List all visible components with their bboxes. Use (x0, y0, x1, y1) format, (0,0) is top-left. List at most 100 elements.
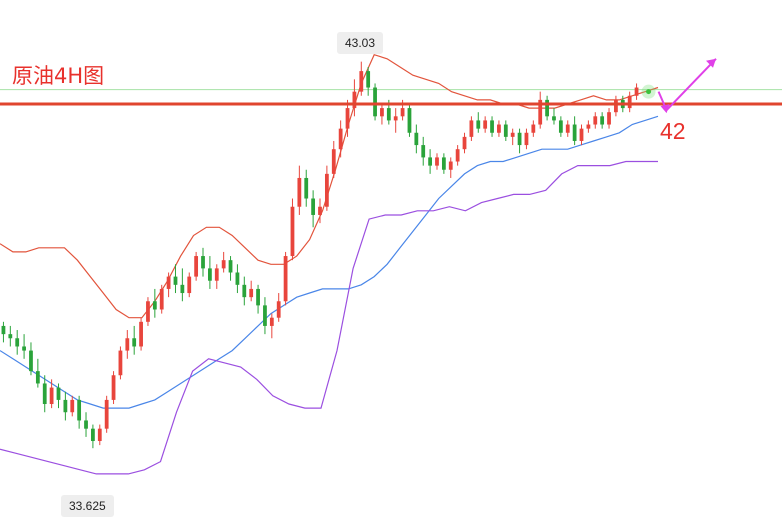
candle-body (338, 128, 343, 150)
candle-body (15, 338, 20, 347)
candle-body (297, 177, 302, 207)
candle-body (214, 268, 219, 281)
candle-body (283, 256, 288, 302)
candle-body (132, 338, 137, 347)
candle-body (35, 371, 40, 384)
candle-body (469, 120, 474, 137)
candle-body (201, 256, 205, 269)
candle-body (600, 116, 605, 125)
candle-body (125, 338, 130, 351)
candle-body (331, 149, 336, 174)
candle-body (572, 124, 577, 141)
candle-body (242, 284, 247, 298)
candle-body (380, 108, 384, 117)
candle-body (607, 112, 611, 125)
candle-body (97, 428, 102, 442)
candle-body (104, 399, 109, 429)
candle-body (400, 108, 405, 117)
candle-body (152, 301, 157, 310)
candle-body (159, 288, 164, 310)
candle-body (139, 321, 143, 347)
candle-body (263, 305, 267, 326)
candle-body (63, 399, 68, 413)
chart-title: 原油4H图 (12, 64, 105, 88)
candle-body (8, 334, 13, 339)
candle-body (366, 71, 371, 88)
candle-body (407, 108, 412, 133)
candle-body (531, 124, 536, 133)
candle-body (614, 99, 618, 113)
candle-body (111, 375, 116, 400)
candle-body (235, 272, 240, 285)
candle-body (517, 132, 522, 146)
candle-body (311, 198, 316, 215)
low-price-label: 33.625 (61, 495, 114, 517)
candle-body (269, 317, 274, 326)
candle-body (22, 346, 26, 351)
candle-body (173, 276, 178, 285)
candle-body (448, 161, 453, 170)
candle-body (476, 120, 481, 129)
candle-body (208, 268, 212, 281)
candle-body (455, 149, 460, 162)
candle-body (393, 116, 398, 121)
candle-body (194, 256, 199, 277)
candle-body (42, 383, 47, 405)
candle-body (1, 325, 6, 335)
candle-body (318, 206, 322, 215)
candle-body (84, 420, 88, 429)
forecast-arrowhead-up (706, 58, 716, 68)
candle-body (56, 387, 61, 400)
candle-body (545, 99, 549, 117)
candle-body (593, 116, 598, 125)
candle-body (586, 124, 591, 129)
forecast-arrowhead-down (660, 104, 670, 114)
candle-body (627, 95, 632, 109)
candle-body (386, 108, 391, 121)
candle-body (304, 177, 309, 199)
upper-band-line (0, 53, 659, 319)
candle-body (290, 206, 295, 257)
candle-body (579, 128, 584, 141)
candle-body (187, 276, 192, 294)
candle-body (462, 136, 467, 150)
candle-body (414, 132, 419, 146)
candle-body (524, 132, 529, 146)
candle-body (77, 399, 82, 421)
candle-body (421, 145, 426, 158)
candle-body (538, 99, 543, 125)
candle-body (352, 91, 357, 109)
candle-body (565, 124, 570, 133)
candle-body (373, 87, 377, 117)
candle-body (91, 428, 95, 442)
candle-body (497, 124, 501, 133)
candle-body (428, 157, 432, 166)
candle-body (552, 116, 556, 121)
candle-body (221, 260, 226, 269)
candle-body (29, 350, 33, 372)
candle-body (558, 120, 563, 133)
candle-body (634, 87, 639, 96)
candle-body (180, 284, 185, 294)
candle-body (435, 157, 439, 166)
resistance-level-label: 42 (660, 118, 686, 144)
candle-body (146, 301, 150, 322)
candle-body (441, 157, 446, 170)
candle-body (503, 124, 508, 137)
candle-body (70, 399, 75, 413)
candle-body (276, 301, 281, 318)
candle-body (510, 132, 515, 137)
candle-body (228, 260, 233, 273)
middle-band-line (0, 115, 659, 409)
candle-body (483, 120, 488, 129)
candle-body (166, 276, 171, 289)
current-price-dot (646, 89, 652, 95)
candle-body (249, 288, 254, 298)
candle-body (490, 120, 494, 133)
forecast-arrow-up (665, 58, 717, 111)
candle-body (359, 71, 364, 92)
candle-body (324, 173, 329, 207)
candle-body (345, 108, 350, 129)
lower-band-line (0, 160, 658, 475)
